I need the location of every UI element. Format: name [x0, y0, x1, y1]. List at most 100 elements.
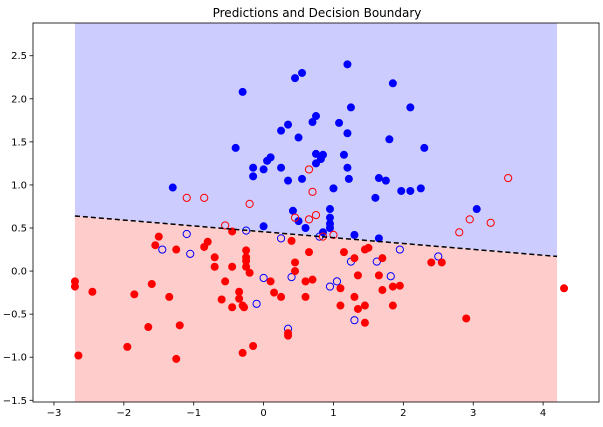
class1-filled-point [344, 174, 353, 183]
class0-hollow-point [182, 193, 191, 202]
class0-filled-point [154, 232, 163, 241]
class0-filled-point [235, 287, 244, 296]
class0-filled-point [242, 246, 251, 255]
class0-filled-point [266, 277, 275, 286]
class0-hollow-point [329, 230, 338, 239]
class0-filled-point [350, 292, 359, 301]
class0-hollow-point [200, 193, 209, 202]
class1-filled-point [343, 163, 352, 172]
class0-filled-point [353, 271, 362, 280]
class1-filled-point [325, 224, 334, 233]
class1-filled-point [277, 163, 286, 172]
class0-filled-point [172, 354, 181, 363]
class1-filled-point [259, 222, 268, 231]
class0-filled-point [360, 318, 369, 327]
class0-hollow-point [486, 218, 495, 227]
class0-filled-point [291, 267, 300, 276]
x-tick-label: 4 [540, 408, 546, 419]
class0-filled-point [270, 288, 279, 297]
class1-region [74, 23, 558, 257]
class0-hollow-point [245, 199, 254, 208]
class1-filled-point [294, 217, 303, 226]
class0-hollow-point [311, 210, 321, 220]
class0-filled-point [210, 262, 219, 271]
class1-filled-point [335, 118, 344, 127]
class0-filled-point [301, 292, 310, 301]
class1-filled-point [385, 135, 394, 144]
class0-filled-point [165, 292, 174, 301]
class0-filled-point [238, 348, 247, 357]
class1-filled-point [388, 79, 397, 88]
x-tick-label: −3 [47, 408, 62, 419]
class0-filled-point [364, 243, 373, 252]
class0-filled-point [228, 262, 237, 271]
class0-filled-point [210, 253, 219, 262]
class0-filled-point [200, 242, 209, 251]
class0-filled-point [374, 271, 383, 280]
class0-filled-point [144, 323, 153, 332]
class0-filled-point [74, 351, 83, 360]
class0-filled-point [249, 342, 258, 351]
class1-filled-point [312, 112, 320, 121]
y-tick-label: −1.5 [3, 396, 27, 407]
class0-hollow-point [304, 165, 314, 174]
class0-filled-point [172, 245, 181, 254]
class1-filled-point [291, 74, 300, 83]
class0-filled-point [336, 284, 345, 293]
class0-filled-point [175, 321, 184, 330]
class1-filled-point [343, 60, 352, 69]
class1-hollow-point [276, 234, 286, 243]
class1-hollow-point [325, 282, 335, 291]
class1-filled-point [298, 68, 307, 77]
class1-filled-point [329, 184, 338, 193]
class0-filled-point [378, 286, 387, 295]
class1-filled-point [231, 143, 240, 152]
x-tick-label: −1 [186, 408, 201, 419]
class1-filled-point [420, 143, 429, 152]
class1-filled-point [374, 234, 383, 243]
class1-filled-point [284, 120, 293, 129]
class0-filled-point [217, 295, 226, 304]
class0-filled-point [437, 258, 446, 267]
class0-hollow-point [221, 221, 230, 230]
class1-hollow-point [259, 273, 268, 283]
class0-hollow-point [308, 187, 317, 196]
class0-filled-point [336, 301, 345, 310]
class0-filled-point [305, 248, 314, 257]
plot-area [70, 23, 569, 402]
class1-filled-point [374, 174, 383, 183]
class0-filled-point [70, 282, 79, 291]
class1-filled-point [339, 150, 348, 159]
y-tick-label: 2.5 [11, 51, 27, 62]
class0-filled-point [245, 268, 254, 277]
class0-filled-point [147, 279, 156, 288]
class1-filled-point [308, 118, 317, 127]
class1-filled-point [168, 183, 177, 192]
class0-filled-point [360, 301, 369, 310]
x-tick-label: 2 [400, 408, 406, 419]
decision-boundary-line [74, 215, 558, 258]
chart-title: Predictions and Decision Boundary [213, 6, 422, 20]
class0-filled-point [462, 314, 471, 323]
class1-filled-point [263, 156, 272, 165]
x-tick-label: 0 [260, 408, 266, 419]
class0-filled-point [235, 294, 244, 303]
class1-filled-point [325, 213, 334, 222]
class1-filled-point [343, 129, 352, 138]
class1-hollow-point [182, 229, 191, 239]
class0-filled-point [353, 304, 362, 313]
class1-hollow-point [350, 316, 359, 325]
class1-filled-point [318, 228, 327, 237]
class0-filled-point [339, 248, 348, 257]
class0-filled-point [378, 254, 387, 263]
class0-filled-point [228, 303, 237, 312]
class0-hollow-point [504, 173, 513, 183]
class1-filled-point [381, 176, 390, 185]
class0-filled-point [560, 284, 569, 293]
class0-hollow-point [304, 215, 314, 224]
class0-filled-point [388, 282, 397, 291]
class1-filled-point [277, 126, 286, 135]
class1-hollow-point [332, 277, 342, 286]
